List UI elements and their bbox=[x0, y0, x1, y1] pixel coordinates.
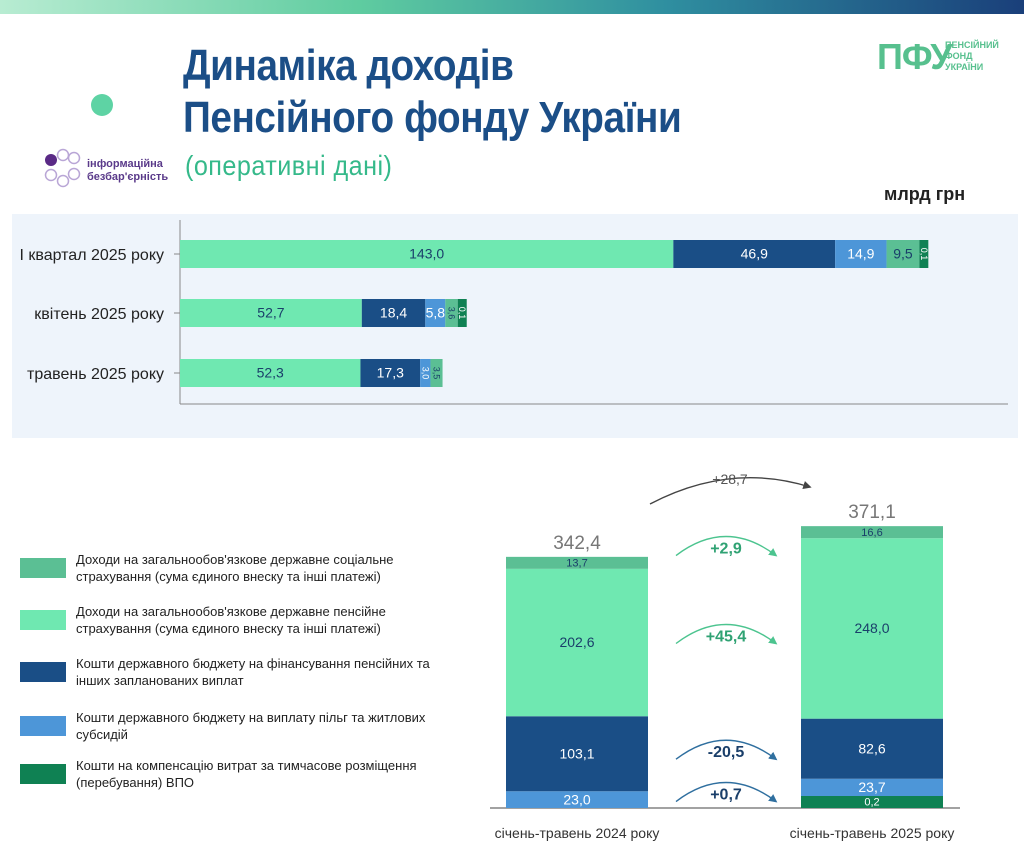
data-label: 248,0 bbox=[854, 620, 889, 636]
data-label: 103,1 bbox=[559, 745, 594, 761]
bar-segment-pension bbox=[180, 299, 362, 327]
period-comparison-chart: 23,0 103,1 202,6 13,7 342,4 січень-травень 20… bbox=[490, 471, 960, 841]
data-label: 0,2 bbox=[864, 797, 879, 809]
page-subtitle: (оперативні дані) bbox=[185, 150, 393, 181]
accessibility-circles-icon bbox=[44, 148, 81, 188]
bar-segment-budget_pension bbox=[360, 359, 421, 387]
pfu-logo: ПФУ ПЕНСІЙНИЙ ФОНД УКРАЇНИ bbox=[877, 37, 1007, 77]
title-line-1: Динаміка доходів bbox=[183, 41, 514, 90]
data-label: 14,9 bbox=[847, 246, 874, 262]
data-label: 18,4 bbox=[380, 305, 407, 321]
data-label: 82,6 bbox=[858, 740, 885, 756]
legend-item-vpo: Кошти на компенсацію витрат за тимчасове… bbox=[20, 754, 440, 794]
decorative-dot bbox=[91, 94, 113, 116]
bar-segment-budget_benefits bbox=[506, 791, 648, 808]
data-label: 52,7 bbox=[257, 305, 284, 321]
bar-segment-budget_benefits bbox=[835, 240, 887, 268]
legend-label: Кошти державного бюджету на виплату піль… bbox=[76, 710, 426, 742]
page-title: Динаміка доходів Пенсійного фонду Україн… bbox=[183, 40, 729, 144]
data-label: 0,1 bbox=[457, 307, 467, 320]
accessibility-logo-text: інформаційна безбар'єрність bbox=[87, 158, 168, 184]
data-label: 202,6 bbox=[559, 634, 594, 650]
data-label: 52,3 bbox=[257, 365, 284, 381]
data-label: 16,6 bbox=[861, 527, 882, 539]
legend-label: Кошти державного бюджету на фінансування… bbox=[76, 656, 430, 688]
bar-segment-budget_pension bbox=[361, 299, 426, 327]
pfu-full-name: ПЕНСІЙНИЙ ФОНД УКРАЇНИ bbox=[945, 40, 999, 73]
category-label: І квартал 2025 року bbox=[20, 247, 165, 264]
data-label: 5,8 bbox=[426, 305, 446, 321]
unit-label: млрд грн bbox=[884, 184, 966, 204]
change-label-budget_pension: -20,5 bbox=[708, 744, 745, 761]
legend-swatch bbox=[20, 764, 66, 784]
bar-segment-pension bbox=[180, 359, 361, 387]
bar-segment-vpo bbox=[457, 299, 467, 327]
bar-segment-budget_pension bbox=[801, 718, 943, 779]
ib-line-1: інформаційна bbox=[87, 158, 163, 170]
data-label: 9,5 bbox=[893, 246, 913, 262]
change-arrow-budget_benefits bbox=[675, 781, 778, 803]
legend-swatch bbox=[20, 662, 66, 682]
bar-segment-social bbox=[445, 299, 458, 327]
pfu-line-2: ФОНД bbox=[945, 51, 973, 61]
legend-item-budget_benefits: Кошти державного бюджету на виплату піль… bbox=[20, 706, 440, 746]
total-label: 371,1 bbox=[848, 502, 896, 523]
bar-segment-vpo bbox=[801, 796, 943, 808]
monthly-stacked-bar-chart: І квартал 2025 року 143,0 46,9 14,9 9,5 0,1 кв… bbox=[20, 220, 1008, 405]
bar-segment-social bbox=[430, 359, 443, 387]
change-arrow-budget_pension bbox=[675, 739, 778, 761]
pfu-abbr: ПФУ bbox=[877, 36, 953, 77]
change-arrow-total bbox=[649, 476, 812, 505]
bar-segment-budget_pension bbox=[673, 240, 836, 268]
change-label-social: +2,9 bbox=[710, 541, 742, 558]
data-label: 143,0 bbox=[409, 246, 444, 262]
data-label: 0,1 bbox=[919, 248, 929, 261]
legend-item-social: Доходи на загальнообов'язкове державне с… bbox=[20, 548, 440, 588]
change-arrow-pension bbox=[675, 623, 778, 645]
legend-swatch bbox=[20, 558, 66, 578]
data-label: 17,3 bbox=[377, 365, 404, 381]
bar-segment-budget_benefits bbox=[425, 299, 446, 327]
data-label: 23,0 bbox=[563, 791, 590, 807]
bar-segment-budget_benefits bbox=[420, 359, 431, 387]
data-label: 13,7 bbox=[566, 558, 587, 570]
ib-line-2: безбар'єрність bbox=[87, 171, 169, 183]
category-label: травень 2025 року bbox=[27, 366, 164, 383]
change-label-total: +28,7 bbox=[712, 471, 748, 487]
data-label: 3,6 bbox=[447, 307, 457, 320]
bar-segment-social bbox=[801, 526, 943, 539]
legend-item-budget_pension: Кошти державного бюджету на фінансування… bbox=[20, 652, 440, 692]
bar-segment-budget_pension bbox=[506, 716, 648, 792]
bar-segment-budget_benefits bbox=[801, 778, 943, 796]
category-label: квітень 2025 року bbox=[34, 306, 164, 323]
legend-swatch bbox=[20, 716, 66, 736]
legend-item-pension: Доходи на загальнообов'язкове державне п… bbox=[20, 600, 440, 640]
data-label: 3,5 bbox=[432, 367, 442, 380]
data-label: 23,7 bbox=[858, 779, 885, 795]
bar-segment-vpo bbox=[919, 240, 929, 268]
total-label: 342,4 bbox=[553, 533, 601, 554]
change-arrow-social bbox=[675, 535, 778, 557]
data-label: 3,0 bbox=[420, 367, 430, 380]
pfu-line-1: ПЕНСІЙНИЙ bbox=[945, 40, 999, 50]
title-line-2: Пенсійного фонду України bbox=[183, 93, 682, 142]
top-gradient-strip bbox=[0, 0, 1024, 14]
category-label: січень-травень 2024 року bbox=[495, 825, 660, 841]
accessibility-logo: інформаційна безбар'єрність bbox=[42, 148, 182, 192]
legend-label: Доходи на загальнообов'язкове державне с… bbox=[76, 552, 394, 584]
bar-segment-pension bbox=[180, 240, 674, 268]
legend-swatch bbox=[20, 610, 66, 630]
bar-segment-social bbox=[886, 240, 920, 268]
data-label: 46,9 bbox=[741, 246, 768, 262]
bar-segment-social bbox=[506, 556, 648, 569]
change-label-pension: +45,4 bbox=[706, 628, 747, 645]
legend-label: Доходи на загальнообов'язкове державне п… bbox=[76, 604, 386, 636]
pfu-line-3: УКРАЇНИ bbox=[945, 62, 984, 72]
bar-segment-pension bbox=[801, 538, 943, 719]
change-label-budget_benefits: +0,7 bbox=[710, 787, 742, 804]
category-label: січень-травень 2025 року bbox=[790, 825, 955, 841]
bar-segment-pension bbox=[506, 568, 648, 717]
legend-label: Кошти на компенсацію витрат за тимчасове… bbox=[76, 758, 417, 790]
